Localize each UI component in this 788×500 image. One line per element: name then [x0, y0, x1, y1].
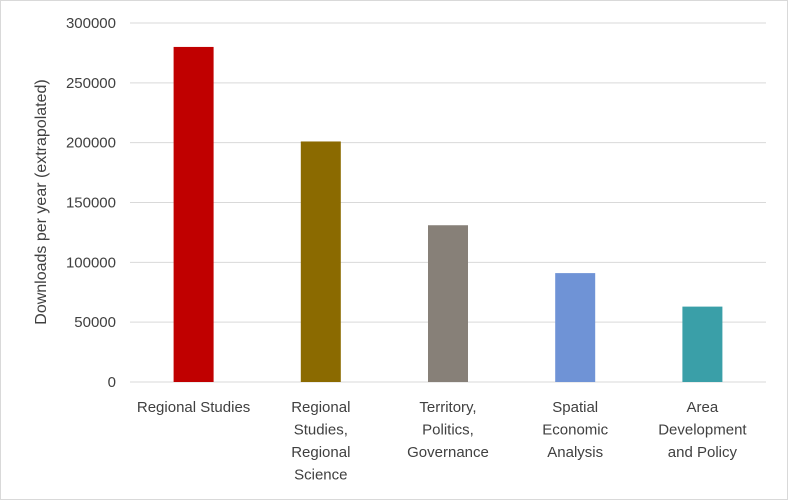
x-category-label-line: Regional: [291, 399, 350, 416]
y-axis-ticks: 0 50000 100000 150000 200000 250000 300000: [66, 15, 116, 391]
x-category-label: Regional Studies: [137, 399, 250, 416]
x-category-label-line: Analysis: [547, 444, 603, 461]
y-tick-label: 250000: [66, 75, 116, 92]
x-category-label-line: Development: [658, 422, 747, 439]
x-category-label: Territory, Politics, Governance: [407, 399, 489, 461]
x-category-label: Area Development and Policy: [658, 399, 747, 461]
x-category-label-line: Economic: [542, 422, 608, 439]
y-tick-label: 200000: [66, 135, 116, 152]
y-tick-label: 300000: [66, 15, 116, 32]
y-tick-label: 100000: [66, 254, 116, 271]
x-category-label: Regional Studies, Regional Science: [291, 399, 350, 484]
gridlines: [130, 22, 766, 383]
y-axis-title: Downloads per year (extrapolated): [33, 79, 50, 324]
x-category-label-line: Regional: [291, 444, 350, 461]
bar: [173, 46, 214, 382]
x-category-label-line: Spatial: [552, 399, 598, 416]
x-category-label-line: Governance: [407, 444, 489, 461]
x-category-label-line: Area: [687, 399, 719, 416]
x-category-label: Spatial Economic Analysis: [542, 399, 608, 461]
x-category-label-line: Territory,: [419, 399, 476, 416]
y-tick-label: 50000: [74, 314, 116, 331]
x-category-label-line: Politics,: [422, 422, 474, 439]
x-category-label-line: Regional Studies: [137, 399, 250, 416]
y-tick-label: 0: [108, 374, 116, 391]
bar: [555, 273, 596, 382]
x-category-label-line: Science: [294, 467, 347, 484]
x-category-label-line: Studies,: [294, 422, 348, 439]
bar: [428, 225, 468, 382]
bar: [300, 141, 341, 382]
bars: [173, 46, 723, 382]
y-tick-label: 150000: [66, 195, 116, 212]
x-axis-categories: Regional Studies Regional Studies, Regional…: [137, 399, 748, 484]
x-category-label-line: and Policy: [668, 444, 738, 461]
bar: [682, 306, 723, 382]
